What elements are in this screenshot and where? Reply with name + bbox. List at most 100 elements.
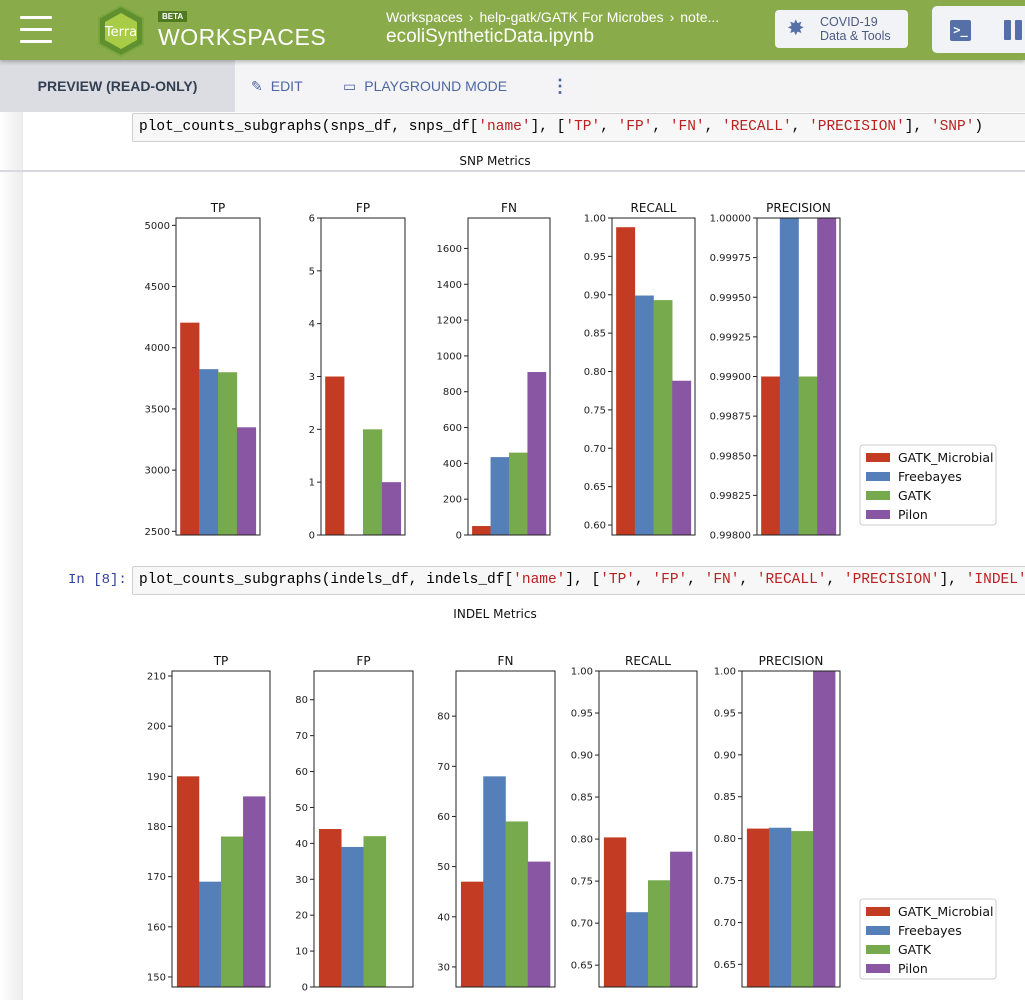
breadcrumb-workspaces[interactable]: Workspaces <box>386 9 463 25</box>
breadcrumb-separator: › <box>468 9 474 25</box>
y-tick-label: 3000 <box>145 466 170 477</box>
legend-frame <box>859 898 997 980</box>
axes-frame <box>467 217 551 536</box>
legend-swatch <box>866 945 890 954</box>
subplot-tp: 150 160 170 180 190 200 210 TP <box>147 654 271 988</box>
breadcrumb-workspace[interactable]: help-gatk/GATK For Microbes <box>479 9 664 25</box>
y-tick-label: 1200 <box>437 316 462 327</box>
code-cell-snp[interactable]: plot_counts_subgraphs(snps_df, snps_df['… <box>132 113 1025 142</box>
y-tick-label: 1.00 <box>714 667 736 678</box>
y-tick-label: 0.99925 <box>710 332 751 343</box>
y-tick-label: 160 <box>147 922 166 933</box>
legend-swatch <box>866 926 890 935</box>
bar-gatk <box>798 376 818 535</box>
snp-metrics-figure: 2500 3000 3500 4000 4500 5000 TP 0 1 2 3 4 5 6 FP 0 200 4… <box>145 201 997 542</box>
bar-pilon <box>672 380 692 535</box>
y-tick-label: 30 <box>295 875 308 886</box>
figure-title-indel: INDEL Metrics <box>453 607 537 621</box>
y-tick-label: 190 <box>147 772 166 783</box>
bar-gatk-microbial <box>746 828 770 987</box>
bar-freebayes <box>490 457 510 535</box>
subplot-title: FP <box>356 201 370 215</box>
bar-pilon <box>527 861 551 987</box>
y-tick-label: 2 <box>309 425 315 436</box>
legend-swatch <box>866 453 890 462</box>
subplot-precision: 0.65 0.70 0.75 0.80 0.85 0.90 0.95 1.00 PRECISIO… <box>714 654 841 988</box>
more-options-button[interactable]: ⋮ <box>537 60 583 112</box>
y-tick-label: 0 <box>302 983 308 994</box>
y-tick-label: 5000 <box>145 221 170 232</box>
bar-gatk-microbial <box>460 881 484 987</box>
bar-gatk-microbial <box>472 526 491 535</box>
bar-freebayes <box>634 295 654 535</box>
y-tick-label: 70 <box>295 731 308 742</box>
y-tick-label: 1000 <box>437 351 462 362</box>
logo-text: Terra <box>104 25 137 40</box>
y-tick-label: 3 <box>309 372 315 383</box>
y-tick-label: 170 <box>147 872 166 883</box>
subplot-title: TP <box>210 201 226 215</box>
bar-pilon <box>236 427 257 535</box>
section-title[interactable]: WORKSPACES <box>158 24 327 50</box>
covid-data-tools-button[interactable]: ✸ COVID-19 Data & Tools <box>775 10 908 48</box>
code-text: ], [ <box>530 119 566 135</box>
code-cell-indel[interactable]: plot_counts_subgraphs(indels_df, indels_… <box>132 566 1025 595</box>
y-tick-label: 5 <box>309 266 315 277</box>
y-tick-label: 1.00 <box>571 667 593 678</box>
subplot-fn: 30 40 50 60 70 80 FN <box>437 654 556 988</box>
code-text: , <box>600 119 618 135</box>
subplot-title: TP <box>213 654 229 668</box>
y-tick-label: 40 <box>295 839 308 850</box>
bar-gatk <box>363 429 383 535</box>
terminal-icon[interactable]: >_ <box>950 20 971 41</box>
breadcrumb: Workspaces › help-gatk/GATK For Microbes › n… <box>386 9 719 25</box>
y-tick-label: 0.80 <box>571 835 593 846</box>
legend-label: GATK_Microbial <box>898 450 994 465</box>
y-tick-label: 1.00000 <box>710 214 751 225</box>
playground-mode-button[interactable]: ▭ PLAYGROUND MODE <box>333 60 536 112</box>
code-text: , <box>791 119 810 135</box>
axes-frame <box>455 670 556 988</box>
y-tick-label: 4 <box>309 319 315 330</box>
y-tick-label: 0.75 <box>584 405 606 416</box>
edit-button[interactable]: ✎ EDIT <box>237 60 332 112</box>
bar-gatk <box>363 836 387 987</box>
terra-logo[interactable]: Terra <box>96 5 146 57</box>
code-text: plot_counts_subgraphs(indels_df, indels_… <box>139 572 514 588</box>
y-tick-label: 210 <box>147 672 166 683</box>
figure-title-snp: SNP Metrics <box>459 154 531 168</box>
bar-freebayes <box>779 218 799 535</box>
y-tick-label: 0.60 <box>584 521 606 532</box>
subplot-title: FN <box>501 201 517 215</box>
y-tick-label: 1.00 <box>584 214 606 225</box>
bar-gatk <box>653 300 673 535</box>
bar-pilon <box>381 482 402 535</box>
legend: GATK_Microbial Freebayes GATK Pilon <box>859 898 997 980</box>
covid-label-line2: Data & Tools <box>820 29 891 43</box>
hamburger-icon-line <box>20 28 52 31</box>
code-string: 'TP' <box>600 572 636 588</box>
code-text: ], <box>904 119 931 135</box>
preview-mode-tab[interactable]: PREVIEW (READ-ONLY) <box>0 60 235 112</box>
bar-gatk <box>791 831 814 987</box>
indel-metrics-figure: 150 160 170 180 190 200 210 TP 0 10 20 30 40 50 60 70 80… <box>147 654 997 994</box>
y-tick-label: 1600 <box>437 244 462 255</box>
legend-frame <box>859 444 997 526</box>
bar-gatk-microbial <box>176 776 200 987</box>
y-tick-label: 0.65 <box>571 961 593 972</box>
y-tick-label: 0 <box>456 531 462 542</box>
y-tick-label: 0.80 <box>584 367 606 378</box>
code-text: , <box>739 572 757 588</box>
bar-freebayes <box>198 881 222 987</box>
y-tick-label: 0.65 <box>584 482 606 493</box>
bar-freebayes <box>768 827 792 987</box>
y-tick-label: 0.90 <box>571 751 593 762</box>
bar-gatk <box>218 372 238 535</box>
pause-icon[interactable] <box>1004 20 1024 40</box>
y-tick-label: 0.65 <box>714 960 736 971</box>
y-tick-label: 600 <box>443 423 462 434</box>
subplot-title: RECALL <box>625 654 671 668</box>
breadcrumb-notebooks[interactable]: note... <box>680 9 720 25</box>
hamburger-menu-button[interactable] <box>20 16 52 44</box>
subplot-precision: 0.99800 0.99825 0.99850 0.99875 0.99900 0.999… <box>710 201 841 542</box>
